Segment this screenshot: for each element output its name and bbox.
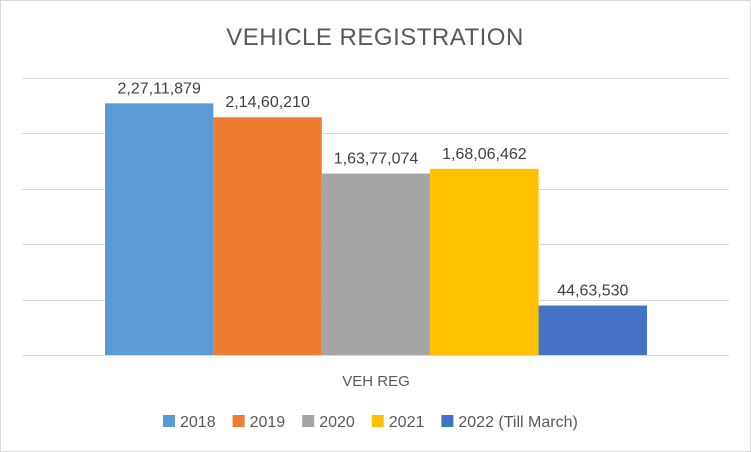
legend-item-2022: 2022 (Till March)	[441, 414, 578, 431]
bars	[105, 103, 647, 355]
data-label-2019: 2,14,60,210	[225, 94, 310, 111]
legend-swatch	[163, 415, 175, 427]
legend-swatch	[441, 415, 454, 427]
legend-label: 2022 (Till March)	[458, 414, 577, 431]
legend-item-2018: 2018	[163, 414, 216, 431]
data-labels: 2,27,11,879 2,14,60,210 1,63,77,074 1,68,06…	[118, 80, 629, 299]
bar-2019	[213, 117, 322, 355]
legend-label: 2019	[250, 414, 286, 431]
legend-item-2020: 2020	[302, 414, 355, 431]
legend-label: 2021	[389, 414, 425, 431]
bar-2020	[321, 173, 431, 355]
data-label-2021: 1,68,06,462	[442, 146, 527, 163]
data-label-2020: 1,63,77,074	[334, 151, 419, 168]
bar-2018	[105, 103, 214, 355]
legend-label: 2018	[180, 414, 216, 431]
legend-swatch	[371, 415, 384, 427]
bar-2021	[430, 168, 539, 355]
category-axis: VEH REG	[342, 373, 410, 390]
legend-label: 2020	[319, 414, 355, 431]
data-label-2022: 44,63,530	[557, 283, 628, 300]
legend-swatch	[302, 415, 315, 427]
legend-item-2021: 2021	[371, 414, 425, 431]
category-label: VEH REG	[342, 373, 410, 390]
legend: 2018 2019 2020 2021 2022 (Till March)	[163, 414, 578, 431]
bar-2022	[538, 305, 647, 355]
legend-swatch	[232, 415, 245, 427]
chart-title: VEHICLE REGISTRATION	[226, 24, 524, 51]
data-label-2018: 2,27,11,879	[118, 80, 201, 97]
legend-item-2019: 2019	[232, 414, 286, 431]
